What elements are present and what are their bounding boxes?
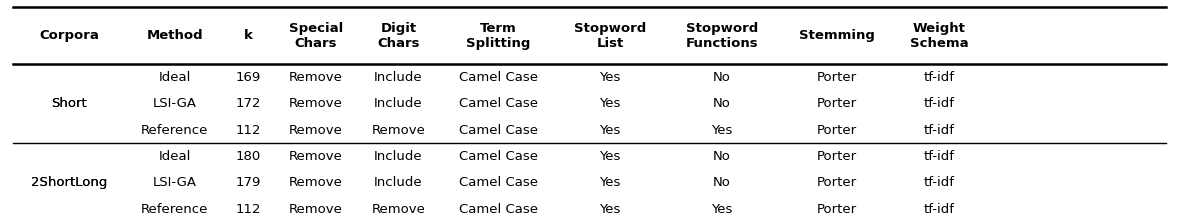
Text: Reference: Reference	[141, 124, 209, 137]
Text: Yes: Yes	[599, 203, 621, 216]
Text: Remove: Remove	[289, 150, 343, 163]
Text: 2ShortLong: 2ShortLong	[31, 176, 107, 189]
Text: Camel Case: Camel Case	[459, 71, 538, 84]
Text: Camel Case: Camel Case	[459, 97, 538, 110]
Text: Include: Include	[374, 176, 423, 189]
Text: Camel Case: Camel Case	[459, 176, 538, 189]
Text: Camel Case: Camel Case	[459, 150, 538, 163]
Text: No: No	[713, 150, 731, 163]
Text: Remove: Remove	[371, 203, 426, 216]
Text: Camel Case: Camel Case	[459, 124, 538, 137]
Text: tf-idf: tf-idf	[924, 97, 955, 110]
Text: Remove: Remove	[289, 97, 343, 110]
Text: Weight
Schema: Weight Schema	[910, 22, 969, 50]
Text: Porter: Porter	[816, 71, 857, 84]
Text: Include: Include	[374, 150, 423, 163]
Text: Reference: Reference	[141, 203, 209, 216]
Text: Short: Short	[51, 97, 87, 110]
Text: Ideal: Ideal	[159, 71, 191, 84]
Text: 172: 172	[236, 97, 261, 110]
Text: k: k	[244, 29, 252, 42]
Text: tf-idf: tf-idf	[924, 203, 955, 216]
Text: Include: Include	[374, 71, 423, 84]
Text: 179: 179	[236, 176, 261, 189]
Text: Yes: Yes	[599, 176, 621, 189]
Text: Porter: Porter	[816, 203, 857, 216]
Text: Yes: Yes	[599, 124, 621, 137]
Text: Yes: Yes	[599, 150, 621, 163]
Text: Stopword
Functions: Stopword Functions	[685, 22, 758, 50]
Text: Remove: Remove	[289, 124, 343, 137]
Text: Remove: Remove	[289, 71, 343, 84]
Text: Remove: Remove	[289, 203, 343, 216]
Text: 2ShortLong: 2ShortLong	[31, 176, 107, 189]
Text: Porter: Porter	[816, 176, 857, 189]
Text: Stopword
List: Stopword List	[574, 22, 646, 50]
Text: No: No	[713, 71, 731, 84]
Text: Camel Case: Camel Case	[459, 203, 538, 216]
Text: Porter: Porter	[816, 124, 857, 137]
Text: Yes: Yes	[599, 71, 621, 84]
Text: LSI-GA: LSI-GA	[153, 97, 197, 110]
Text: Stemming: Stemming	[798, 29, 875, 42]
Text: tf-idf: tf-idf	[924, 124, 955, 137]
Text: Yes: Yes	[599, 97, 621, 110]
Text: Ideal: Ideal	[159, 150, 191, 163]
Text: 112: 112	[236, 124, 261, 137]
Text: Digit
Chars: Digit Chars	[377, 22, 420, 50]
Text: Porter: Porter	[816, 97, 857, 110]
Text: No: No	[713, 97, 731, 110]
Text: Remove: Remove	[371, 124, 426, 137]
Text: Special
Chars: Special Chars	[289, 22, 343, 50]
Text: No: No	[713, 176, 731, 189]
Text: Yes: Yes	[711, 124, 732, 137]
Text: tf-idf: tf-idf	[924, 150, 955, 163]
Text: Porter: Porter	[816, 150, 857, 163]
Text: Remove: Remove	[289, 176, 343, 189]
Text: LSI-GA: LSI-GA	[153, 176, 197, 189]
Text: 180: 180	[236, 150, 261, 163]
Text: tf-idf: tf-idf	[924, 176, 955, 189]
Text: Method: Method	[146, 29, 203, 42]
Text: Corpora: Corpora	[39, 29, 99, 42]
Text: Term
Splitting: Term Splitting	[466, 22, 531, 50]
Text: Include: Include	[374, 97, 423, 110]
Text: 112: 112	[236, 203, 261, 216]
Text: tf-idf: tf-idf	[924, 71, 955, 84]
Text: 169: 169	[236, 71, 261, 84]
Text: Yes: Yes	[711, 203, 732, 216]
Text: Short: Short	[51, 97, 87, 110]
